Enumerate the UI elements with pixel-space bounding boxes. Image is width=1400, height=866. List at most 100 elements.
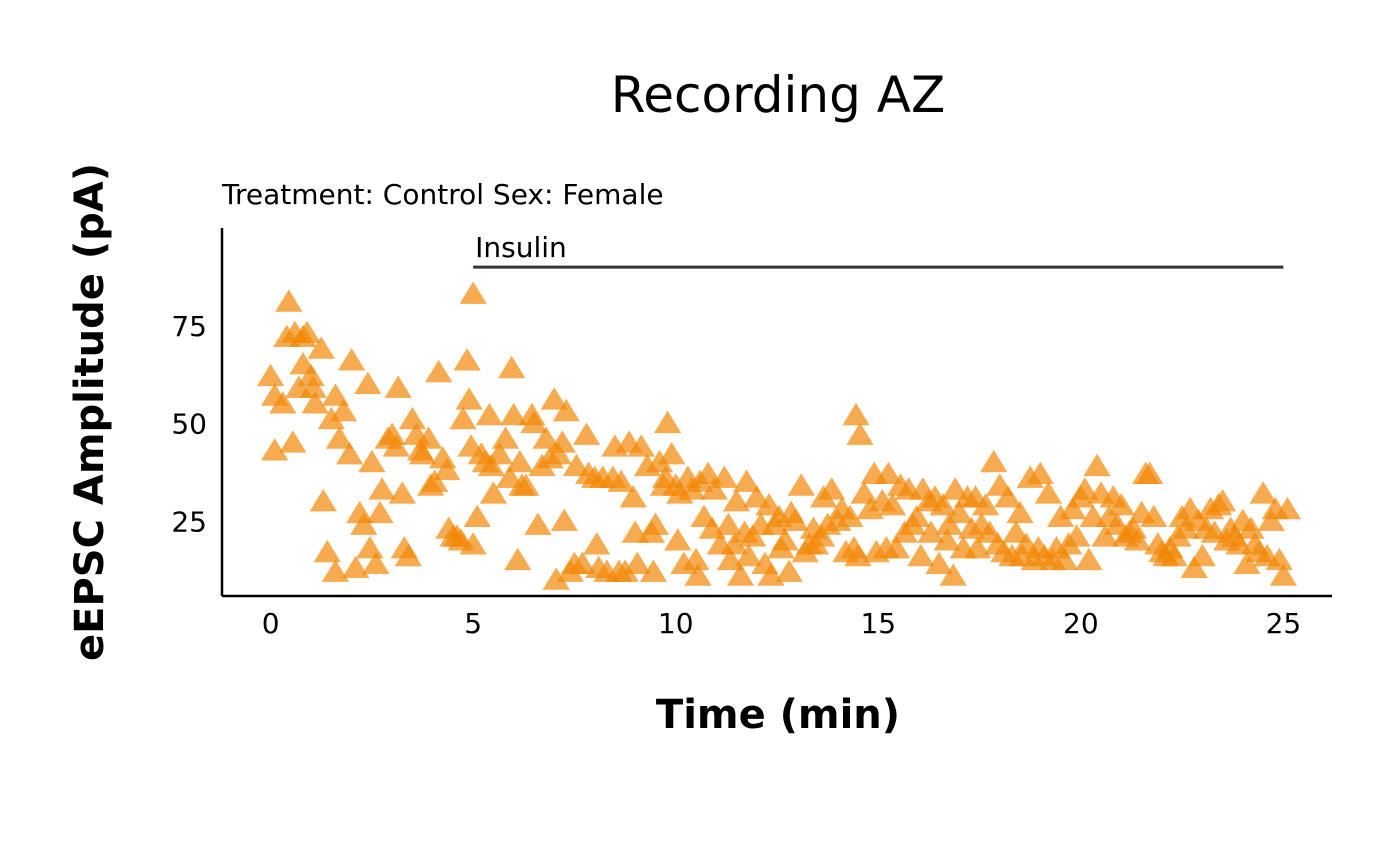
chart-subtitle: Treatment: Control Sex: Female	[221, 178, 664, 211]
data-point	[935, 512, 963, 535]
data-point	[878, 492, 907, 516]
data-point	[358, 449, 386, 473]
data-point	[1136, 461, 1164, 484]
data-point	[325, 426, 354, 449]
data-point	[1107, 492, 1135, 516]
data-point	[611, 559, 639, 582]
data-point	[939, 563, 967, 586]
data-point	[1059, 496, 1087, 520]
data-point	[722, 489, 751, 512]
data-point	[1180, 555, 1208, 578]
data-point	[512, 473, 540, 496]
data-point	[907, 543, 935, 567]
data-point	[1091, 524, 1119, 547]
x-tick-label: 0	[262, 607, 280, 640]
data-point	[925, 551, 953, 575]
data-point	[1034, 481, 1063, 504]
data-point	[384, 375, 412, 398]
data-point	[1273, 496, 1302, 520]
data-point	[293, 320, 321, 344]
x-tick-label: 20	[1063, 607, 1099, 640]
data-point	[309, 489, 337, 512]
data-point	[1233, 551, 1261, 575]
data-point	[421, 469, 449, 492]
data-point	[963, 536, 992, 559]
data-point	[269, 391, 297, 414]
data-point	[645, 449, 674, 473]
data-point	[388, 481, 416, 504]
data-point	[354, 371, 382, 394]
data-point	[1063, 524, 1091, 547]
data-point	[500, 402, 528, 426]
data-point	[623, 551, 651, 575]
data-point	[455, 387, 483, 410]
data-point	[700, 477, 728, 500]
x-axis-title: Time (min)	[656, 692, 900, 738]
axes: 0 5 10 15 20 25 25 50 75	[171, 228, 1332, 640]
data-point	[408, 442, 437, 465]
data-point	[1257, 508, 1285, 531]
data-point	[664, 528, 692, 551]
data-point	[775, 559, 803, 582]
data-point	[1075, 547, 1103, 571]
data-point	[542, 567, 570, 590]
data-point	[787, 473, 815, 496]
data-point	[275, 289, 303, 312]
x-tick-label: 15	[860, 607, 896, 640]
x-tick-label: 5	[464, 607, 482, 640]
data-point	[313, 539, 341, 563]
data-point	[279, 430, 307, 453]
data-point	[463, 504, 491, 528]
insulin-label: Insulin	[475, 231, 567, 264]
data-point	[297, 363, 325, 387]
data-point	[619, 485, 647, 508]
data-point	[491, 426, 520, 449]
data-point	[903, 504, 931, 528]
data-point	[299, 375, 327, 398]
data-point	[368, 477, 396, 500]
data-point	[1160, 543, 1188, 567]
data-point	[1140, 504, 1168, 528]
data-point	[477, 453, 506, 477]
data-point	[337, 348, 366, 371]
x-tick-label: 25	[1266, 607, 1302, 640]
data-point	[583, 532, 611, 555]
data-point	[356, 536, 384, 559]
data-point	[720, 532, 749, 555]
data-point	[449, 406, 477, 430]
data-point	[520, 410, 548, 434]
data-point	[882, 536, 911, 559]
data-point	[1172, 516, 1200, 539]
data-point	[781, 508, 809, 531]
data-point	[414, 426, 443, 449]
data-point	[342, 555, 370, 578]
data-point	[682, 547, 710, 571]
data-point	[694, 461, 722, 484]
data-point	[506, 449, 534, 473]
data-point	[335, 442, 364, 465]
data-point	[1050, 547, 1079, 571]
data-point	[544, 442, 572, 465]
data-point	[307, 336, 335, 359]
data-point	[398, 406, 427, 430]
data-point	[433, 457, 461, 481]
data-point	[425, 359, 453, 383]
data-point	[980, 449, 1008, 473]
data-point	[256, 363, 285, 387]
data-point	[929, 492, 957, 516]
data-point	[874, 461, 903, 484]
data-point	[1188, 543, 1217, 567]
data-point	[726, 563, 755, 586]
data-point	[1237, 516, 1265, 539]
data-point	[485, 442, 514, 465]
data-point	[459, 532, 487, 555]
data-point	[846, 422, 874, 445]
data-point	[1208, 489, 1237, 512]
data-point	[568, 551, 597, 575]
data-point	[1071, 477, 1099, 500]
insulin-annotation: Insulin	[473, 231, 1284, 269]
data-point	[540, 387, 568, 410]
y-tick-label: 50	[171, 408, 207, 441]
data-point	[714, 512, 743, 535]
data-point	[732, 469, 761, 492]
